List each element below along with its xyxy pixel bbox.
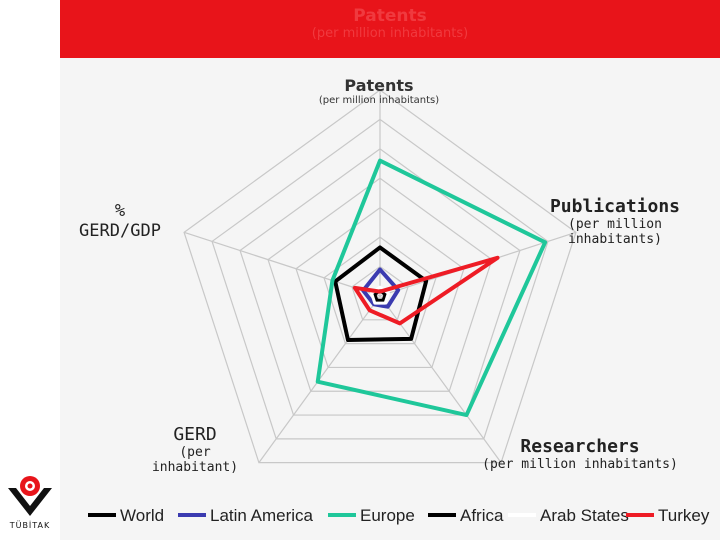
axis-label-gerd-gdp-line1: %	[114, 201, 126, 221]
series-africa	[372, 288, 388, 303]
axis-label-gerd: GERD (per inhabitant)	[130, 424, 260, 475]
axis-label-patents: Patents (per million inhabitants)	[300, 76, 458, 106]
grid-spoke-4	[183, 231, 381, 297]
legend-item-arab-states: Arab States	[508, 506, 629, 525]
axis-label-gerd-title: GERD	[173, 424, 217, 445]
legend-item-europe: Europe	[328, 506, 415, 525]
radar-series	[315, 158, 548, 418]
grid-ring-6	[211, 118, 549, 440]
axis-label-publications-sub1: (per million	[568, 217, 662, 232]
legend-item-turkey: Turkey	[626, 506, 710, 525]
logo-text: TÜBİTAK	[9, 521, 51, 530]
axis-label-gerd-sub2: inhabitant)	[151, 460, 239, 475]
series-world	[333, 245, 429, 343]
series-europe	[315, 158, 548, 418]
axis-label-gerd-sub1: (per	[179, 445, 211, 460]
legend-label: Arab States	[540, 506, 629, 525]
legend-label: Latin America	[210, 506, 314, 525]
axis-label-gerd-gdp-line2: GERD/GDP	[79, 221, 161, 241]
axis-label-researchers-title: Researchers	[520, 436, 640, 457]
header-subtitle: (per million inhabitants)	[311, 26, 469, 41]
radar-chart: World Latin America Europe Africa Arab State…	[88, 89, 710, 525]
axis-label-gerd-gdp: % GERD/GDP	[50, 201, 190, 241]
legend-item-world: World	[88, 506, 164, 525]
axis-label-patents-sub: (per million inhabitants)	[318, 95, 440, 106]
grid-ring-3	[295, 206, 465, 369]
radar-grid	[183, 89, 577, 464]
axis-label-researchers: Researchers (per million inhabitants)	[460, 436, 700, 472]
legend-label: World	[120, 506, 164, 525]
chart-panel: World Latin America Europe Africa Arab State…	[60, 58, 720, 540]
legend-item-latin-america: Latin America	[178, 506, 314, 525]
legend-label: Africa	[460, 506, 504, 525]
left-strip	[0, 0, 60, 540]
slide-header: Patents (per million inhabitants)	[60, 0, 720, 58]
legend-label: Europe	[360, 506, 415, 525]
grid-ring-5	[239, 148, 521, 416]
axis-label-publications: Publications (per million inhabitants)	[530, 196, 700, 247]
axis-label-publications-title: Publications	[549, 196, 681, 217]
axis-label-patents-title: Patents	[344, 76, 414, 95]
grid-ring-2	[323, 236, 437, 345]
axis-label-publications-sub2: inhabitants)	[568, 232, 662, 247]
grid-ring-4	[267, 177, 493, 392]
legend-item-africa: Africa	[428, 506, 504, 525]
header-title: Patents	[353, 6, 427, 26]
legend-label: Turkey	[658, 506, 710, 525]
axis-label-researchers-sub: (per million inhabitants)	[482, 457, 678, 472]
chart-legend: World Latin America Europe Africa Arab State…	[88, 506, 710, 525]
series-turkey	[352, 255, 500, 326]
grid-ring-7	[183, 89, 577, 464]
tubitak-logo-icon	[8, 476, 52, 516]
